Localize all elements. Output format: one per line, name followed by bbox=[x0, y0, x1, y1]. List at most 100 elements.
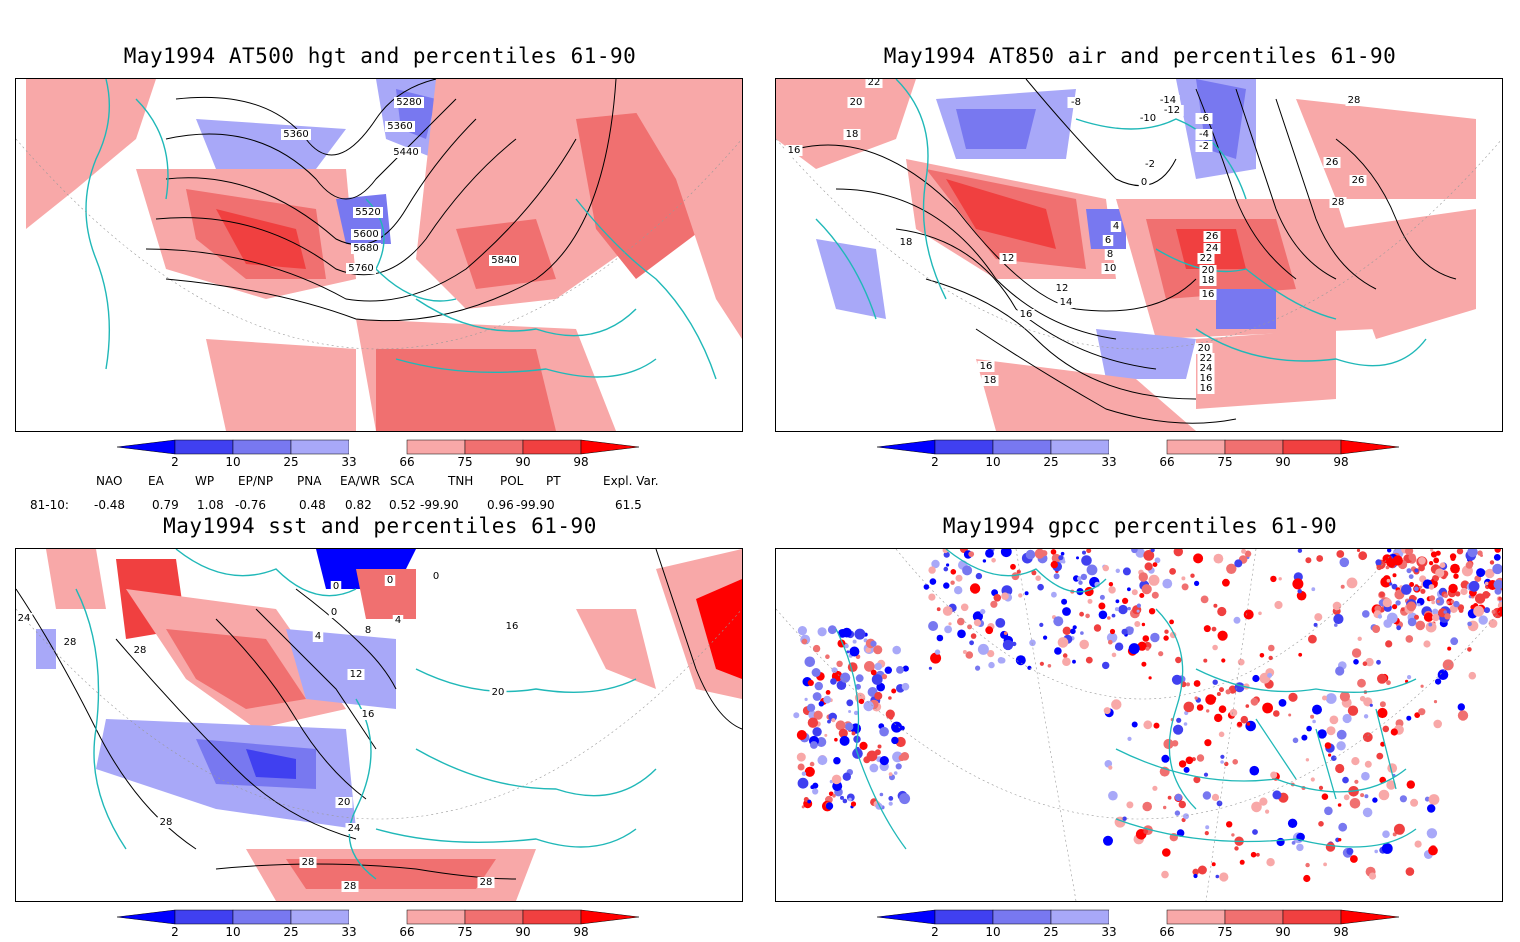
contour-label: 0 bbox=[333, 581, 339, 592]
precip-blob bbox=[1232, 759, 1238, 765]
precip-blob bbox=[873, 645, 883, 655]
colorbar-arrow-high bbox=[1340, 439, 1400, 455]
precip-blob bbox=[1258, 611, 1262, 616]
precip-blob bbox=[1240, 715, 1249, 724]
precip-blob bbox=[1476, 568, 1486, 578]
contour-label-bg bbox=[351, 243, 381, 254]
contour-label-bg bbox=[1345, 95, 1363, 106]
precip-blob bbox=[1457, 710, 1469, 721]
precip-blob bbox=[1405, 549, 1414, 556]
precip-blob bbox=[1029, 639, 1036, 647]
precip-blob bbox=[845, 722, 854, 731]
precip-blob bbox=[936, 634, 944, 642]
precip-blob bbox=[807, 703, 816, 712]
contour-label: -2 bbox=[1199, 141, 1209, 152]
precip-blob bbox=[1346, 847, 1354, 855]
precip-blob bbox=[1478, 615, 1488, 625]
contour-label: 5440 bbox=[393, 147, 418, 158]
precip-blob bbox=[1456, 549, 1464, 555]
precip-blob bbox=[1060, 551, 1065, 556]
contour-label: 28 bbox=[1332, 197, 1345, 208]
contour-label: 5760 bbox=[348, 263, 373, 274]
colorbar-arrow-high bbox=[580, 909, 640, 925]
precip-blob bbox=[1326, 726, 1336, 736]
precip-blob bbox=[1108, 765, 1113, 770]
precip-blob bbox=[1356, 549, 1361, 552]
precip-blob bbox=[881, 674, 888, 680]
contour-label-bg bbox=[328, 607, 340, 618]
precip-blob bbox=[865, 647, 872, 653]
precip-blob bbox=[1291, 841, 1296, 845]
contour-label: 6 bbox=[1105, 235, 1111, 246]
precip-blob bbox=[1292, 737, 1299, 744]
colorbar-segment bbox=[992, 909, 1052, 925]
colorbar-segment bbox=[1166, 909, 1226, 925]
contour-label: 4 bbox=[395, 615, 401, 626]
contour-label-bg bbox=[430, 571, 442, 582]
precip-blob bbox=[1408, 574, 1414, 579]
precip-blob bbox=[1415, 620, 1426, 631]
contour-label-bg bbox=[1067, 97, 1085, 108]
precip-blob bbox=[1103, 835, 1113, 846]
colorbar-tick-label: 98 bbox=[1333, 925, 1348, 938]
contour-label: -10 bbox=[1140, 113, 1156, 124]
idx-val-pt: -99.90 bbox=[516, 498, 555, 512]
contour-label: 28 bbox=[134, 645, 147, 656]
precip-blob bbox=[1385, 640, 1393, 648]
precip-blob bbox=[1297, 589, 1302, 594]
precip-blob bbox=[1446, 601, 1450, 605]
contour-label: 8 bbox=[365, 625, 371, 636]
colorbar-panel-3: 2 10 25 33 66 75 90 98 bbox=[112, 908, 652, 939]
colorbar-panel-4: 2 10 25 33 66 75 90 98 bbox=[872, 908, 1412, 939]
idx-header-nao: NAO bbox=[96, 474, 123, 488]
precip-blob bbox=[1359, 695, 1366, 702]
precip-blob bbox=[1259, 797, 1268, 806]
contour-label: 28 bbox=[344, 881, 357, 892]
precip-blob bbox=[950, 580, 955, 585]
precip-blob bbox=[1148, 676, 1152, 680]
precip-blob bbox=[1082, 550, 1086, 555]
precip-blob bbox=[1111, 613, 1116, 618]
idx-val-eawr: 0.82 bbox=[345, 498, 372, 512]
precip-blob bbox=[1037, 583, 1044, 591]
precip-blob bbox=[1391, 583, 1398, 590]
precip-blob bbox=[1153, 722, 1160, 729]
contour-label-bg bbox=[384, 575, 396, 586]
precip-blob bbox=[1122, 816, 1127, 821]
precip-blob bbox=[1363, 714, 1369, 719]
idx-val-sca: 0.52 bbox=[389, 498, 416, 512]
colorbar-segment bbox=[522, 909, 582, 925]
precip-blob bbox=[809, 761, 815, 767]
precip-blob bbox=[1423, 640, 1431, 648]
contour-label: -6 bbox=[1199, 113, 1209, 124]
precip-blob bbox=[1268, 644, 1275, 652]
map-panel-sst: 24 28 28 0 0 0 0 4 4 8 12 16 16 20 20 24 28 28 28 28 bbox=[15, 548, 743, 902]
precip-blob bbox=[1365, 657, 1374, 667]
precip-blob bbox=[838, 629, 847, 638]
precip-blob bbox=[1335, 763, 1345, 774]
contour-label-bg bbox=[1197, 373, 1215, 384]
precip-blob bbox=[1457, 703, 1465, 711]
contour-label-bg bbox=[346, 263, 376, 274]
precip-blob bbox=[1433, 700, 1438, 704]
precip-blob bbox=[1278, 699, 1287, 707]
contour-label-bg bbox=[330, 581, 342, 592]
contour-label-bg bbox=[999, 253, 1017, 264]
precip-blob bbox=[848, 710, 852, 713]
precip-blob bbox=[869, 763, 879, 773]
precip-blob bbox=[888, 772, 893, 777]
precip-blob bbox=[1435, 678, 1442, 685]
precip-blob bbox=[1453, 573, 1459, 579]
precip-blob bbox=[1324, 806, 1333, 816]
precip-blob bbox=[1431, 600, 1436, 605]
precip-blob bbox=[1241, 549, 1247, 554]
precip-blob bbox=[1051, 553, 1061, 563]
precip-blob bbox=[828, 791, 834, 797]
precip-blob bbox=[1287, 818, 1298, 828]
precip-blob bbox=[1211, 793, 1220, 801]
contour-label-bg bbox=[1136, 113, 1160, 124]
contour-label-bg bbox=[131, 645, 149, 656]
precip-blob bbox=[1205, 694, 1216, 705]
precip-blob bbox=[1310, 714, 1315, 719]
precip-blob bbox=[1376, 659, 1381, 665]
